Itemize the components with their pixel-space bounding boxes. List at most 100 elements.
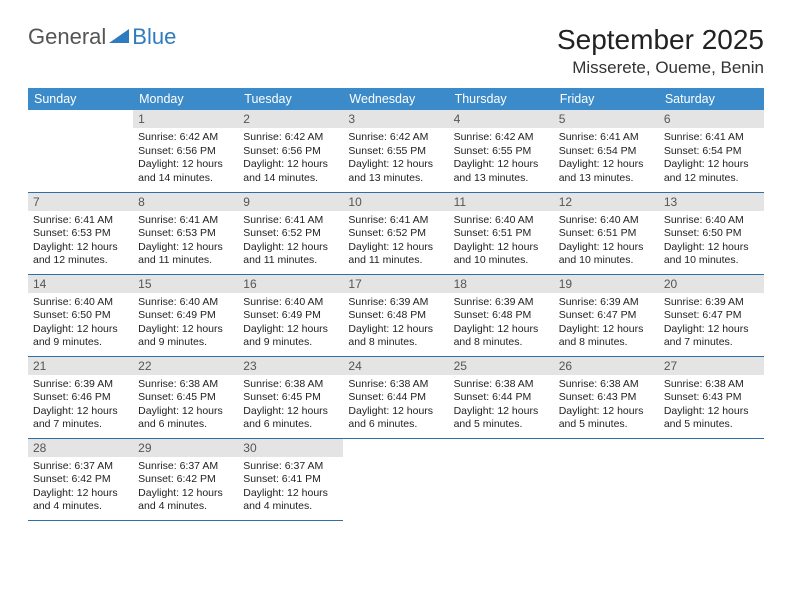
sunrise-text: Sunrise: 6:40 AM: [664, 214, 759, 228]
day-info: Sunrise: 6:37 AMSunset: 6:42 PMDaylight:…: [133, 457, 238, 520]
daylight-text: Daylight: 12 hours and 5 minutes.: [559, 405, 654, 432]
day-number: 14: [28, 275, 133, 293]
daylight-text: Daylight: 12 hours and 7 minutes.: [33, 405, 128, 432]
sunset-text: Sunset: 6:41 PM: [243, 473, 338, 487]
calendar-day-cell: 19Sunrise: 6:39 AMSunset: 6:47 PMDayligh…: [554, 274, 659, 356]
day-number: 17: [343, 275, 448, 293]
calendar-day-cell: [28, 110, 133, 192]
sunset-text: Sunset: 6:56 PM: [138, 145, 233, 159]
day-number: 18: [449, 275, 554, 293]
daylight-text: Daylight: 12 hours and 9 minutes.: [33, 323, 128, 350]
sunset-text: Sunset: 6:49 PM: [138, 309, 233, 323]
sunset-text: Sunset: 6:51 PM: [454, 227, 549, 241]
daylight-text: Daylight: 12 hours and 9 minutes.: [243, 323, 338, 350]
calendar-day-cell: 5Sunrise: 6:41 AMSunset: 6:54 PMDaylight…: [554, 110, 659, 192]
sunrise-text: Sunrise: 6:41 AM: [243, 214, 338, 228]
daylight-text: Daylight: 12 hours and 12 minutes.: [664, 158, 759, 185]
day-number: 21: [28, 357, 133, 375]
weekday-header: Tuesday: [238, 88, 343, 110]
sunset-text: Sunset: 6:54 PM: [664, 145, 759, 159]
day-number: 11: [449, 193, 554, 211]
sunrise-text: Sunrise: 6:39 AM: [348, 296, 443, 310]
day-info: Sunrise: 6:40 AMSunset: 6:50 PMDaylight:…: [28, 293, 133, 356]
calendar-day-cell: 30 Sunrise: 6:37 AMSunset: 6:41 PMDayligh…: [238, 438, 343, 520]
calendar-day-cell: [343, 438, 448, 520]
day-info: Sunrise: 6:41 AMSunset: 6:52 PMDaylight:…: [343, 211, 448, 274]
day-info: Sunrise: 6:38 AMSunset: 6:44 PMDaylight:…: [449, 375, 554, 438]
day-number: 4: [449, 110, 554, 128]
daylight-text: Daylight: 12 hours and 7 minutes.: [664, 323, 759, 350]
sunrise-text: Sunrise: 6:38 AM: [243, 378, 338, 392]
sunrise-text: Sunrise: 6:39 AM: [454, 296, 549, 310]
sunrise-text: Sunrise: 6:41 AM: [559, 131, 654, 145]
day-number: 6: [659, 110, 764, 128]
day-info: Sunrise: 6:40 AMSunset: 6:51 PMDaylight:…: [449, 211, 554, 274]
daylight-text: Daylight: 12 hours and 13 minutes.: [454, 158, 549, 185]
day-number: 26: [554, 357, 659, 375]
calendar-day-cell: 29Sunrise: 6:37 AMSunset: 6:42 PMDayligh…: [133, 438, 238, 520]
sunset-text: Sunset: 6:44 PM: [348, 391, 443, 405]
calendar-day-cell: 25Sunrise: 6:38 AMSunset: 6:44 PMDayligh…: [449, 356, 554, 438]
sunrise-text: Sunrise: 6:37 AM: [138, 460, 233, 474]
day-number: 2: [238, 110, 343, 128]
sunrise-text: Sunrise: 6:40 AM: [33, 296, 128, 310]
sunrise-text: Sunrise: 6:41 AM: [138, 214, 233, 228]
day-number: 8: [133, 193, 238, 211]
sunrise-text: Sunrise: 6:39 AM: [559, 296, 654, 310]
calendar-day-cell: 4Sunrise: 6:42 AMSunset: 6:55 PMDaylight…: [449, 110, 554, 192]
sunset-text: Sunset: 6:42 PM: [33, 473, 128, 487]
calendar-day-cell: 23Sunrise: 6:38 AMSunset: 6:45 PMDayligh…: [238, 356, 343, 438]
calendar-day-cell: 1Sunrise: 6:42 AMSunset: 6:56 PMDaylight…: [133, 110, 238, 192]
day-info: Sunrise: 6:42 AMSunset: 6:55 PMDaylight:…: [449, 128, 554, 191]
calendar-week-row: 28Sunrise: 6:37 AMSunset: 6:42 PMDayligh…: [28, 438, 764, 520]
sunrise-text: Sunrise: 6:39 AM: [664, 296, 759, 310]
sunset-text: Sunset: 6:45 PM: [138, 391, 233, 405]
day-number: 15: [133, 275, 238, 293]
daylight-text: Daylight: 12 hours and 4 minutes.: [138, 487, 233, 514]
day-info: Sunrise: 6:39 AMSunset: 6:48 PMDaylight:…: [343, 293, 448, 356]
day-info: Sunrise: 6:41 AMSunset: 6:54 PMDaylight:…: [659, 128, 764, 191]
day-info: Sunrise: 6:38 AMSunset: 6:43 PMDaylight:…: [554, 375, 659, 438]
calendar-week-row: 7Sunrise: 6:41 AMSunset: 6:53 PMDaylight…: [28, 192, 764, 274]
sunrise-text: Sunrise: 6:42 AM: [454, 131, 549, 145]
sunset-text: Sunset: 6:56 PM: [243, 145, 338, 159]
day-number: 16: [238, 275, 343, 293]
day-number: 10: [343, 193, 448, 211]
day-info: Sunrise: 6:39 AMSunset: 6:46 PMDaylight:…: [28, 375, 133, 438]
day-number: 29: [133, 439, 238, 457]
sunrise-text: Sunrise: 6:38 AM: [348, 378, 443, 392]
sunrise-text: Sunrise: 6:42 AM: [243, 131, 338, 145]
day-number: 30: [238, 439, 343, 457]
daylight-text: Daylight: 12 hours and 14 minutes.: [138, 158, 233, 185]
daylight-text: Daylight: 12 hours and 12 minutes.: [33, 241, 128, 268]
day-info: Sunrise: 6:40 AMSunset: 6:50 PMDaylight:…: [659, 211, 764, 274]
daylight-text: Daylight: 12 hours and 9 minutes.: [138, 323, 233, 350]
daylight-text: Daylight: 12 hours and 4 minutes.: [243, 487, 338, 514]
calendar-day-cell: [449, 438, 554, 520]
logo-text-blue: Blue: [132, 24, 176, 50]
sunset-text: Sunset: 6:48 PM: [348, 309, 443, 323]
calendar-day-cell: 6Sunrise: 6:41 AMSunset: 6:54 PMDaylight…: [659, 110, 764, 192]
day-info: Sunrise: 6:38 AMSunset: 6:45 PMDaylight:…: [133, 375, 238, 438]
day-number: 13: [659, 193, 764, 211]
daylight-text: Daylight: 12 hours and 11 minutes.: [243, 241, 338, 268]
calendar-day-cell: 11Sunrise: 6:40 AMSunset: 6:51 PMDayligh…: [449, 192, 554, 274]
sunrise-text: Sunrise: 6:40 AM: [559, 214, 654, 228]
sunrise-text: Sunrise: 6:37 AM: [243, 460, 338, 474]
calendar-day-cell: 26Sunrise: 6:38 AMSunset: 6:43 PMDayligh…: [554, 356, 659, 438]
sunrise-text: Sunrise: 6:40 AM: [138, 296, 233, 310]
calendar-day-cell: [554, 438, 659, 520]
calendar-day-cell: 27Sunrise: 6:38 AMSunset: 6:43 PMDayligh…: [659, 356, 764, 438]
daylight-text: Daylight: 12 hours and 8 minutes.: [348, 323, 443, 350]
day-info: Sunrise: 6:38 AMSunset: 6:43 PMDaylight:…: [659, 375, 764, 438]
sunset-text: Sunset: 6:42 PM: [138, 473, 233, 487]
sunset-text: Sunset: 6:49 PM: [243, 309, 338, 323]
logo-triangle-icon: [108, 26, 130, 49]
daylight-text: Daylight: 12 hours and 14 minutes.: [243, 158, 338, 185]
calendar-week-row: 1Sunrise: 6:42 AMSunset: 6:56 PMDaylight…: [28, 110, 764, 192]
day-number: 23: [238, 357, 343, 375]
page-title: September 2025: [557, 24, 764, 56]
sunset-text: Sunset: 6:55 PM: [454, 145, 549, 159]
day-number: 28: [28, 439, 133, 457]
daylight-text: Daylight: 12 hours and 13 minutes.: [559, 158, 654, 185]
